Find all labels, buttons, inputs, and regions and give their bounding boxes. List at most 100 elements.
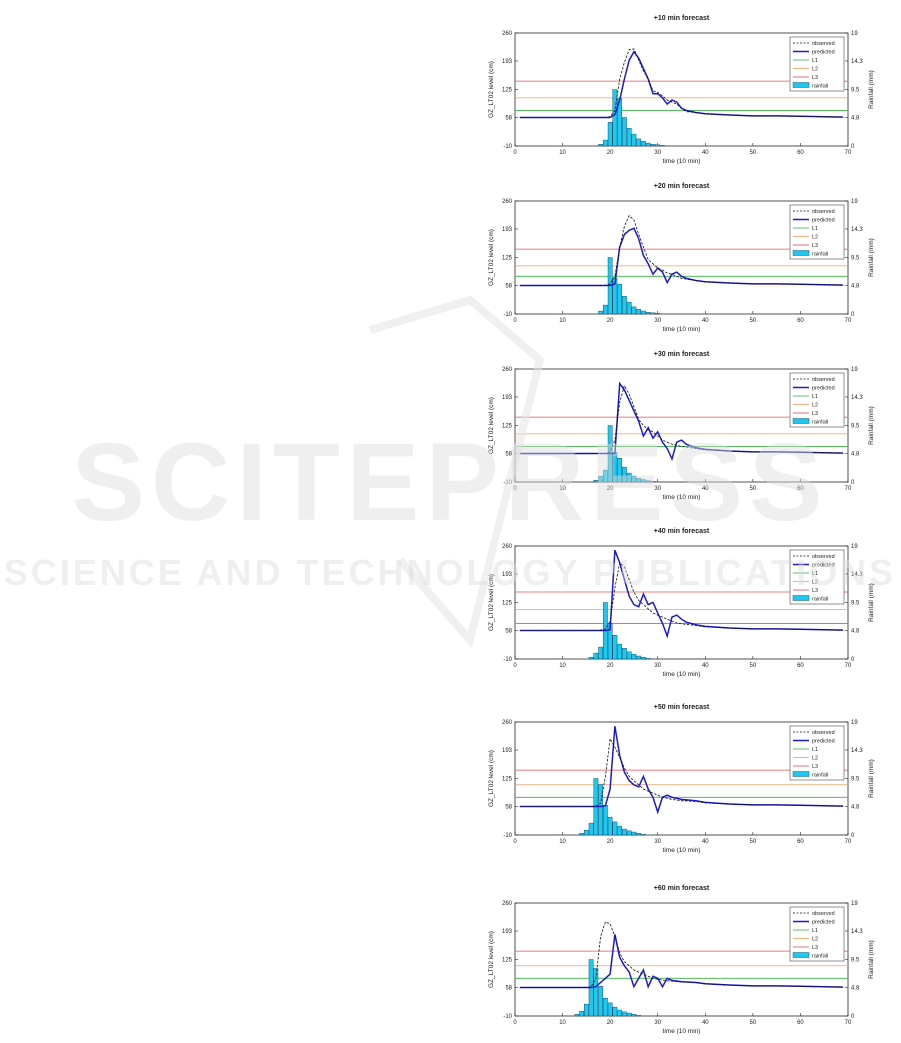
rainfall-bar	[598, 784, 603, 836]
series-observed	[519, 921, 844, 988]
legend-box	[789, 725, 845, 781]
legend-swatch-rainfall	[792, 771, 810, 777]
y-tick-label: -10	[503, 657, 512, 663]
y2-tick-label: 0	[851, 144, 855, 150]
y-axis-label: GZ_LT02 level (cm)	[488, 61, 495, 118]
rainfall-bar	[607, 816, 613, 836]
rainfall-bar	[631, 1014, 637, 1017]
y2-axis-label: Rainfall (mm)	[868, 238, 875, 277]
rainfall-bar	[636, 1015, 642, 1017]
legend-entry: observed	[812, 377, 835, 383]
y-tick-label: 260	[502, 720, 513, 726]
y-tick-label: 260	[502, 31, 513, 37]
x-axis-label: time (10 min)	[663, 1028, 701, 1035]
legend-entry: L1	[812, 747, 818, 753]
legend-entry: rainfall	[812, 252, 828, 258]
rainfall-bar	[598, 646, 603, 660]
legend-entry: L1	[812, 58, 818, 64]
x-tick-label: 40	[702, 318, 709, 324]
rainfall-bar	[588, 822, 594, 836]
legend-entry: observed	[812, 554, 835, 560]
x-axis-label: time (10 min)	[663, 671, 701, 678]
rainfall-bar	[617, 643, 622, 660]
y-axis-label: GZ_LT02 level (cm)	[488, 397, 495, 454]
y2-tick-label: 0	[851, 312, 855, 318]
legend-entry: rainfall	[812, 84, 828, 90]
rainfall-bar	[603, 805, 608, 836]
chart-panel: +60 min forecast 0 10 20 30 40 50 60 70 -10 58 125 1…	[488, 885, 875, 1035]
rainfall-bar	[622, 117, 627, 147]
legend-swatch-rainfall	[792, 952, 810, 958]
rainfall-bar	[584, 1003, 589, 1017]
x-tick-label: 60	[797, 318, 804, 324]
y-tick-label: -10	[503, 312, 512, 318]
chart-panel: +40 min forecast 0 10 20 30 40 50 60 70 -10 58 125 1…	[488, 528, 875, 678]
x-tick-label: 30	[654, 1020, 661, 1026]
x-tick-label: 30	[654, 486, 661, 492]
rainfall-bar	[579, 833, 584, 836]
x-tick-label: 20	[607, 486, 614, 492]
rainfall-bar	[636, 655, 642, 660]
rainfall-bar	[617, 458, 622, 483]
legend-swatch-rainfall	[792, 250, 810, 256]
rainfall-bar	[607, 122, 613, 147]
x-tick-label: 20	[607, 1020, 614, 1026]
x-tick-label: 0	[513, 318, 517, 324]
legend-entry: L2	[812, 580, 818, 586]
rainfall-bar	[617, 825, 622, 836]
rainfall-bar	[645, 312, 651, 315]
x-tick-label: 0	[513, 1020, 517, 1026]
rainfall-bar	[636, 833, 642, 836]
y-tick-label: 193	[502, 395, 513, 401]
rainfall-bar	[626, 301, 632, 315]
x-tick-label: 70	[845, 839, 852, 845]
legend-swatch-rainfall	[792, 82, 810, 88]
y2-tick-label: 9.5	[851, 958, 860, 964]
y2-axis-label: Rainfall (mm)	[868, 583, 875, 622]
rainfall-bar	[626, 1012, 632, 1017]
rainfall-bar	[622, 828, 627, 836]
x-tick-label: 40	[702, 1020, 709, 1026]
rainfall-bar	[655, 144, 661, 147]
rainfall-bar	[645, 658, 651, 660]
y2-axis-label: Rainfall (mm)	[868, 940, 875, 979]
chart-panel: +20 min forecast 0 10 20 30 40 50 60 70 -10 58 125 1…	[488, 183, 875, 333]
legend-entry: L3	[812, 243, 818, 249]
legend-entry: L2	[812, 937, 818, 943]
rainfall-bar	[593, 480, 599, 483]
x-tick-label: 30	[654, 318, 661, 324]
y-axis-label: GZ_LT02 level (cm)	[488, 931, 495, 988]
rainfall-bar	[588, 657, 594, 660]
rainfall-bar	[631, 133, 637, 147]
x-tick-label: 60	[797, 663, 804, 669]
y-tick-label: 58	[505, 805, 512, 811]
legend-entry: predicted	[812, 50, 835, 56]
rainfall-bar	[603, 469, 608, 483]
x-tick-label: 40	[702, 150, 709, 156]
y-tick-label: 58	[505, 986, 512, 992]
chart-panel: +10 min forecast 0 10 20 30 40 50 60 70 -10 58 125 1…	[488, 15, 875, 165]
x-tick-label: 30	[654, 150, 661, 156]
legend-entry: L2	[812, 235, 818, 241]
y2-tick-label: 14.3	[851, 929, 863, 935]
legend-entry: L1	[812, 571, 818, 577]
rainfall-bar	[622, 648, 627, 660]
x-tick-label: 50	[750, 150, 757, 156]
x-tick-label: 70	[845, 663, 852, 669]
y-tick-label: 193	[502, 929, 513, 935]
series-observed	[519, 737, 844, 807]
y-tick-label: 193	[502, 572, 513, 578]
x-tick-label: 0	[513, 150, 517, 156]
x-tick-label: 50	[750, 318, 757, 324]
legend-entry: L2	[812, 756, 818, 762]
y2-axis-label: Rainfall (mm)	[868, 759, 875, 798]
x-axis-label: time (10 min)	[663, 847, 701, 854]
rainfall-bar	[636, 138, 642, 147]
legend-entry: L1	[812, 226, 818, 232]
legend-entry: L2	[812, 67, 818, 73]
legend-entry: L3	[812, 75, 818, 81]
rainfall-bar	[641, 834, 646, 836]
x-tick-label: 70	[845, 318, 852, 324]
series-observed	[519, 561, 844, 631]
y2-tick-label: 19	[851, 544, 858, 550]
